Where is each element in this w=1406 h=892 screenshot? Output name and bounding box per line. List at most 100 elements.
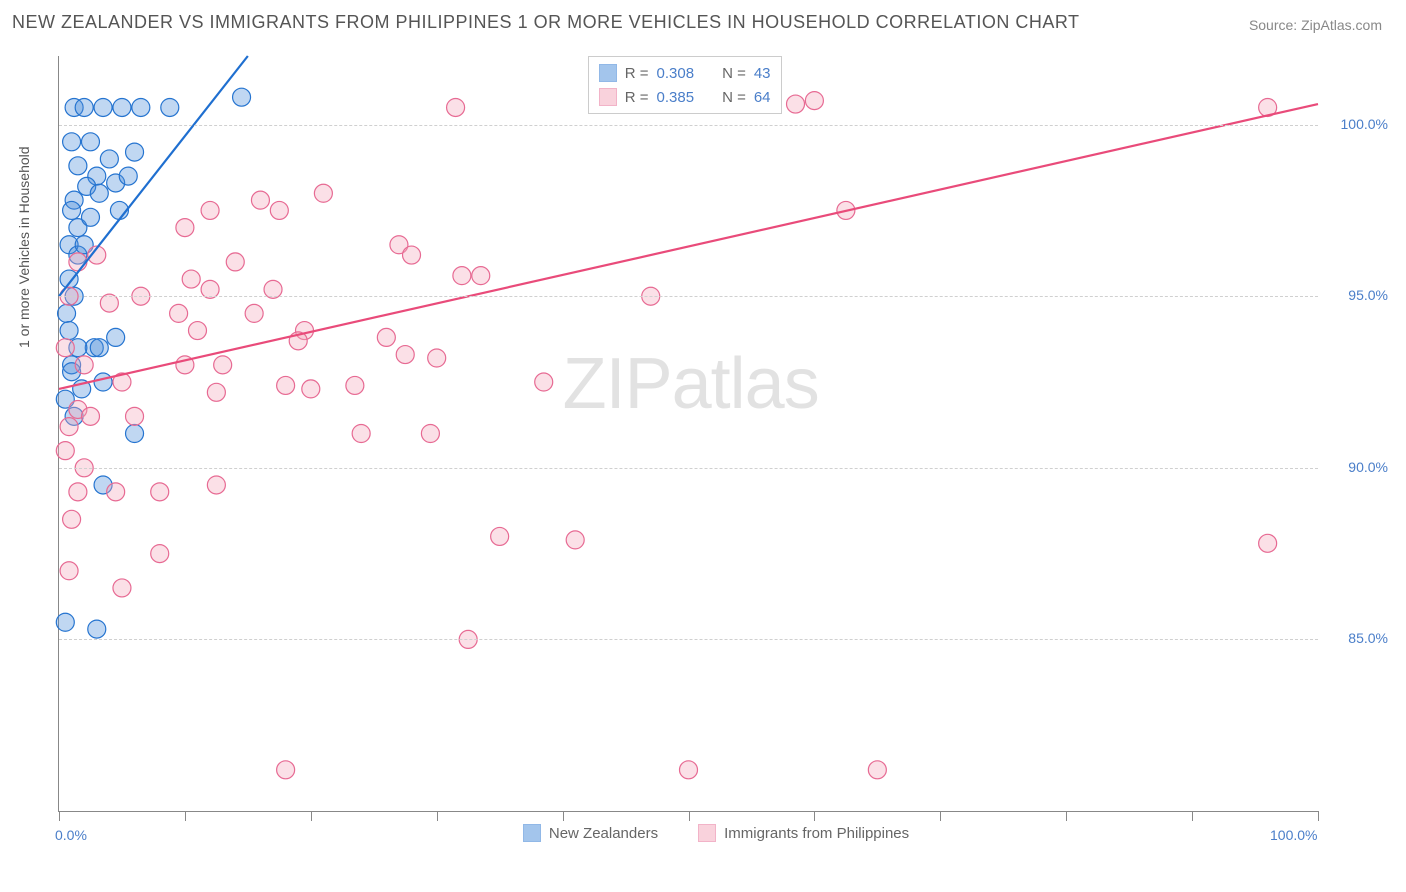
data-point [69,483,87,501]
data-point [60,562,78,580]
data-point [90,339,108,357]
data-point [56,613,74,631]
data-point [277,376,295,394]
data-point [60,418,78,436]
series-legend: New Zealanders Immigrants from Philippine… [38,824,1394,842]
plot-area: ZIPatlas R =0.308N =43R =0.385N =64 85.0… [58,56,1318,812]
data-point [126,425,144,443]
data-point [69,253,87,271]
x-tick [814,811,815,821]
data-point [81,407,99,425]
legend-n-label: N = [722,65,746,82]
legend-row: R =0.308N =43 [599,61,771,85]
data-point [346,376,364,394]
data-point [566,531,584,549]
data-point [90,184,108,202]
data-point [81,133,99,151]
data-point [88,620,106,638]
data-point [151,483,169,501]
data-point [207,383,225,401]
legend-r-value: 0.385 [657,89,695,106]
data-point [453,267,471,285]
data-point [491,527,509,545]
legend-swatch [599,88,617,106]
data-point [176,219,194,237]
data-point [170,304,188,322]
data-point [56,339,74,357]
data-point [396,346,414,364]
legend-series-label: Immigrants from Philippines [724,825,909,842]
x-tick [1318,811,1319,821]
data-point [75,356,93,374]
legend-r-value: 0.308 [657,65,695,82]
gridline [59,468,1318,469]
legend-series-item: New Zealanders [523,824,658,842]
data-point [270,201,288,219]
data-point [113,98,131,116]
x-tick [940,811,941,821]
gridline [59,639,1318,640]
x-tick [437,811,438,821]
data-point [207,476,225,494]
data-point [447,98,465,116]
data-point [214,356,232,374]
data-point [119,167,137,185]
legend-series-item: Immigrants from Philippines [698,824,909,842]
x-tick [1066,811,1067,821]
data-point [226,253,244,271]
trend-line [59,104,1318,389]
y-tick-label: 100.0% [1341,116,1388,132]
x-tick [59,811,60,821]
legend-n-value: 64 [754,89,771,106]
data-point [94,98,112,116]
data-point [60,322,78,340]
data-point [81,208,99,226]
data-point [277,761,295,779]
data-point [63,133,81,151]
x-tick [689,811,690,821]
data-point [805,92,823,110]
data-point [188,322,206,340]
data-point [151,545,169,563]
data-point [60,270,78,288]
data-point [472,267,490,285]
x-tick [563,811,564,821]
data-point [251,191,269,209]
data-point [377,328,395,346]
data-point [314,184,332,202]
y-tick-label: 85.0% [1348,630,1388,646]
data-point [63,201,81,219]
x-tick [185,811,186,821]
data-point [126,143,144,161]
data-point [107,328,125,346]
data-point [421,425,439,443]
data-point [107,483,125,501]
x-tick [1192,811,1193,821]
data-point [352,425,370,443]
scatter-svg [59,56,1318,811]
data-point [1259,534,1277,552]
data-point [403,246,421,264]
data-point [63,510,81,528]
y-axis-label: 1 or more Vehicles in Household [16,146,32,348]
correlation-legend: R =0.308N =43R =0.385N =64 [588,56,782,114]
data-point [680,761,698,779]
x-tick [311,811,312,821]
data-point [302,380,320,398]
chart-title: NEW ZEALANDER VS IMMIGRANTS FROM PHILIPP… [12,12,1080,33]
legend-series-label: New Zealanders [549,825,658,842]
legend-swatch [599,64,617,82]
data-point [182,270,200,288]
data-point [787,95,805,113]
legend-r-label: R = [625,65,649,82]
data-point [56,442,74,460]
data-point [75,98,93,116]
legend-swatch [698,824,716,842]
data-point [69,157,87,175]
y-tick-label: 95.0% [1348,287,1388,303]
data-point [868,761,886,779]
data-point [113,579,131,597]
gridline [59,125,1318,126]
data-point [126,407,144,425]
y-tick-label: 90.0% [1348,459,1388,475]
